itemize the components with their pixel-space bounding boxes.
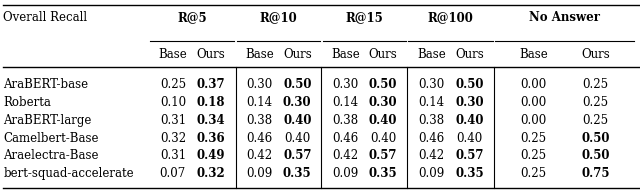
Text: 0.18: 0.18 <box>197 96 225 109</box>
Text: 0.30: 0.30 <box>332 78 358 91</box>
Text: R@100: R@100 <box>428 11 474 24</box>
Text: 0.38: 0.38 <box>332 114 358 127</box>
Text: 0.40: 0.40 <box>284 132 310 145</box>
Text: 0.42: 0.42 <box>246 149 273 163</box>
Text: 0.40: 0.40 <box>369 114 397 127</box>
Text: 0.40: 0.40 <box>456 132 483 145</box>
Text: 0.10: 0.10 <box>160 96 186 109</box>
Text: 0.40: 0.40 <box>283 114 312 127</box>
Text: 0.00: 0.00 <box>520 78 547 91</box>
Text: 0.09: 0.09 <box>246 167 273 180</box>
Text: 0.25: 0.25 <box>520 132 547 145</box>
Text: 0.09: 0.09 <box>332 167 358 180</box>
Text: 0.50: 0.50 <box>283 78 312 91</box>
Text: R@5: R@5 <box>177 11 207 24</box>
Text: 0.42: 0.42 <box>419 149 444 163</box>
Text: 0.32: 0.32 <box>196 167 225 180</box>
Text: R@10: R@10 <box>260 11 297 24</box>
Text: 0.36: 0.36 <box>197 132 225 145</box>
Text: 0.35: 0.35 <box>283 167 312 180</box>
Text: 0.50: 0.50 <box>456 78 484 91</box>
Text: 0.30: 0.30 <box>369 96 397 109</box>
Text: No Answer: No Answer <box>529 11 600 24</box>
Text: Camelbert-Base: Camelbert-Base <box>3 132 99 145</box>
Text: 0.07: 0.07 <box>160 167 186 180</box>
Text: 0.25: 0.25 <box>160 78 186 91</box>
Text: Ours: Ours <box>196 47 225 61</box>
Text: 0.30: 0.30 <box>246 78 273 91</box>
Text: 0.49: 0.49 <box>197 149 225 163</box>
Text: Base: Base <box>331 47 360 61</box>
Text: Ours: Ours <box>455 47 484 61</box>
Text: 0.00: 0.00 <box>520 114 547 127</box>
Text: Overall Recall: Overall Recall <box>3 11 87 24</box>
Text: 0.25: 0.25 <box>582 78 609 91</box>
Text: 0.57: 0.57 <box>283 149 312 163</box>
Text: Ours: Ours <box>369 47 397 61</box>
Text: 0.00: 0.00 <box>520 96 547 109</box>
Text: 0.40: 0.40 <box>456 114 484 127</box>
Text: 0.14: 0.14 <box>246 96 273 109</box>
Text: 0.57: 0.57 <box>369 149 397 163</box>
Text: 0.14: 0.14 <box>419 96 444 109</box>
Text: 0.50: 0.50 <box>581 149 610 163</box>
Text: 0.35: 0.35 <box>369 167 397 180</box>
Text: Araelectra-Base: Araelectra-Base <box>3 149 99 163</box>
Text: 0.14: 0.14 <box>332 96 358 109</box>
Text: Ours: Ours <box>283 47 312 61</box>
Text: 0.38: 0.38 <box>246 114 273 127</box>
Text: 0.34: 0.34 <box>197 114 225 127</box>
Text: Ours: Ours <box>581 47 610 61</box>
Text: 0.30: 0.30 <box>456 96 484 109</box>
Text: Base: Base <box>159 47 188 61</box>
Text: 0.50: 0.50 <box>369 78 397 91</box>
Text: AraBERT-base: AraBERT-base <box>3 78 88 91</box>
Text: 0.30: 0.30 <box>419 78 445 91</box>
Text: Roberta: Roberta <box>3 96 51 109</box>
Text: 0.31: 0.31 <box>160 114 186 127</box>
Text: AraBERT-large: AraBERT-large <box>3 114 92 127</box>
Text: 0.42: 0.42 <box>332 149 358 163</box>
Text: Base: Base <box>245 47 274 61</box>
Text: R@15: R@15 <box>346 11 383 24</box>
Text: 0.25: 0.25 <box>582 114 609 127</box>
Text: bert-squad-accelerate: bert-squad-accelerate <box>3 167 134 180</box>
Text: 0.50: 0.50 <box>581 132 610 145</box>
Text: 0.46: 0.46 <box>246 132 273 145</box>
Text: 0.32: 0.32 <box>160 132 186 145</box>
Text: 0.25: 0.25 <box>520 167 547 180</box>
Text: 0.25: 0.25 <box>582 96 609 109</box>
Text: 0.75: 0.75 <box>581 167 610 180</box>
Text: 0.57: 0.57 <box>456 149 484 163</box>
Text: 0.38: 0.38 <box>419 114 444 127</box>
Text: 0.40: 0.40 <box>370 132 396 145</box>
Text: 0.46: 0.46 <box>332 132 358 145</box>
Text: 0.31: 0.31 <box>160 149 186 163</box>
Text: 0.37: 0.37 <box>197 78 225 91</box>
Text: Base: Base <box>417 47 446 61</box>
Text: 0.09: 0.09 <box>419 167 445 180</box>
Text: 0.46: 0.46 <box>419 132 445 145</box>
Text: 0.30: 0.30 <box>283 96 312 109</box>
Text: 0.25: 0.25 <box>520 149 547 163</box>
Text: Base: Base <box>519 47 548 61</box>
Text: 0.35: 0.35 <box>456 167 484 180</box>
